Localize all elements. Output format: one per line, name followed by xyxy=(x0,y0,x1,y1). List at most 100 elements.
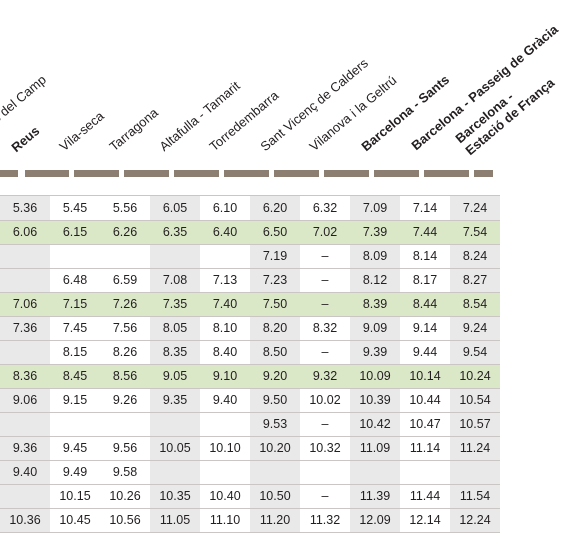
time-cell: 11.20 xyxy=(250,508,300,533)
time-cell: 8.20 xyxy=(250,316,300,341)
time-cell: 10.57 xyxy=(450,412,500,437)
time-cell: 9.06 xyxy=(0,388,50,413)
time-cell: 8.39 xyxy=(350,292,400,317)
time-cell: 7.14 xyxy=(400,196,450,221)
time-cell: 6.35 xyxy=(150,220,200,245)
station-label: Tarragona xyxy=(106,104,161,154)
time-cell: 6.06 xyxy=(0,220,50,245)
time-cell: 8.27 xyxy=(450,268,500,293)
time-cell xyxy=(400,460,450,485)
time-cell xyxy=(200,460,250,485)
table-row: 8.15 8.26 8.35 8.40 8.50–9.39 9.44 9.54 xyxy=(0,340,500,365)
header-bar xyxy=(274,170,319,177)
time-cell: 7.50 xyxy=(250,292,300,317)
time-cell: 7.35 xyxy=(150,292,200,317)
time-cell: 6.10 xyxy=(200,196,250,221)
header-bar xyxy=(174,170,219,177)
time-cell: 6.50 xyxy=(250,220,300,245)
time-cell: 6.59 xyxy=(100,268,150,293)
table-row: 9.06 9.15 9.26 9.35 9.40 9.50 10.02 10.39 10.44 1… xyxy=(0,388,500,413)
time-cell: 7.13 xyxy=(200,268,250,293)
time-cell: 9.26 xyxy=(100,388,150,413)
time-cell xyxy=(0,484,50,509)
station-label: Reus xyxy=(8,123,43,155)
time-cell: 12.24 xyxy=(450,508,500,533)
time-cell: 8.40 xyxy=(200,340,250,365)
time-cell: 10.44 xyxy=(400,388,450,413)
time-cell: 9.10 xyxy=(200,364,250,389)
time-cell: 8.35 xyxy=(150,340,200,365)
time-cell: 9.15 xyxy=(50,388,100,413)
time-cell: 12.14 xyxy=(400,508,450,533)
time-cell: 7.40 xyxy=(200,292,250,317)
time-cell: 10.32 xyxy=(300,436,350,461)
time-cell: 8.24 xyxy=(450,244,500,269)
time-cell: 8.32 xyxy=(300,316,350,341)
table-row: 7.06 7.15 7.26 7.35 7.40 7.50–8.39 8.44 8.54 xyxy=(0,292,500,317)
time-cell: 9.09 xyxy=(350,316,400,341)
time-cell: 9.40 xyxy=(0,460,50,485)
time-cell xyxy=(0,412,50,437)
time-cell: 10.54 xyxy=(450,388,500,413)
time-cell: 6.26 xyxy=(100,220,150,245)
time-cell: 11.10 xyxy=(200,508,250,533)
time-cell xyxy=(50,244,100,269)
table-row: 10.15 10.26 10.35 10.40 10.50–11.39 11.44 11.5… xyxy=(0,484,500,509)
time-cell xyxy=(200,244,250,269)
time-cell: 7.39 xyxy=(350,220,400,245)
table-row: 8.36 8.45 8.56 9.05 9.10 9.20 9.32 10.09 10.14 10… xyxy=(0,364,500,389)
station-header: BotarellBorges del CampReusVila-secaTarr… xyxy=(0,0,585,180)
time-cell: 7.26 xyxy=(100,292,150,317)
time-cell: 10.40 xyxy=(200,484,250,509)
time-cell: 10.36 xyxy=(0,508,50,533)
table-row: 5.36 5.45 5.56 6.05 6.10 6.20 6.32 7.09 7.14 7.24 xyxy=(0,196,500,221)
time-cell: 7.54 xyxy=(450,220,500,245)
station-label: Vilanova i la Geltrú xyxy=(306,72,400,154)
time-cell: 8.17 xyxy=(400,268,450,293)
time-cell: 11.09 xyxy=(350,436,400,461)
time-cell: 11.32 xyxy=(300,508,350,533)
time-cell: 8.50 xyxy=(250,340,300,365)
time-cell: 8.05 xyxy=(150,316,200,341)
header-bar-strip xyxy=(0,170,585,177)
time-cell: 8.12 xyxy=(350,268,400,293)
time-cell: – xyxy=(300,412,350,437)
time-cell: 9.35 xyxy=(150,388,200,413)
time-cell: 6.20 xyxy=(250,196,300,221)
time-cell: 10.15 xyxy=(50,484,100,509)
time-cell: 8.09 xyxy=(350,244,400,269)
time-cell: – xyxy=(300,340,350,365)
time-cell xyxy=(100,244,150,269)
time-cell: 7.24 xyxy=(450,196,500,221)
time-cell: 7.02 xyxy=(300,220,350,245)
time-cell: 7.08 xyxy=(150,268,200,293)
time-cell: 12.09 xyxy=(350,508,400,533)
table-top-rule xyxy=(0,195,500,196)
time-cell: 11.44 xyxy=(400,484,450,509)
header-bar xyxy=(25,170,69,177)
header-bar xyxy=(324,170,369,177)
time-cell: 7.09 xyxy=(350,196,400,221)
time-cell: 10.39 xyxy=(350,388,400,413)
time-cell xyxy=(0,340,50,365)
time-cell: 7.19 xyxy=(250,244,300,269)
time-cell: 6.40 xyxy=(200,220,250,245)
time-cell xyxy=(100,412,150,437)
time-cell xyxy=(300,460,350,485)
time-cell: 11.24 xyxy=(450,436,500,461)
time-cell: 8.54 xyxy=(450,292,500,317)
time-cell: 10.42 xyxy=(350,412,400,437)
time-cell: 10.45 xyxy=(50,508,100,533)
time-cell: 8.44 xyxy=(400,292,450,317)
table-row: 9.40 9.49 9.58 xyxy=(0,460,500,485)
time-cell: 11.14 xyxy=(400,436,450,461)
time-cell: 6.32 xyxy=(300,196,350,221)
time-cell: 8.15 xyxy=(50,340,100,365)
time-cell: 9.49 xyxy=(50,460,100,485)
time-cell: 9.36 xyxy=(0,436,50,461)
header-bar xyxy=(474,170,493,177)
time-cell xyxy=(200,412,250,437)
header-bar xyxy=(0,170,18,177)
header-bar xyxy=(374,170,419,177)
table-row: 7.19–8.09 8.14 8.24 xyxy=(0,244,500,269)
